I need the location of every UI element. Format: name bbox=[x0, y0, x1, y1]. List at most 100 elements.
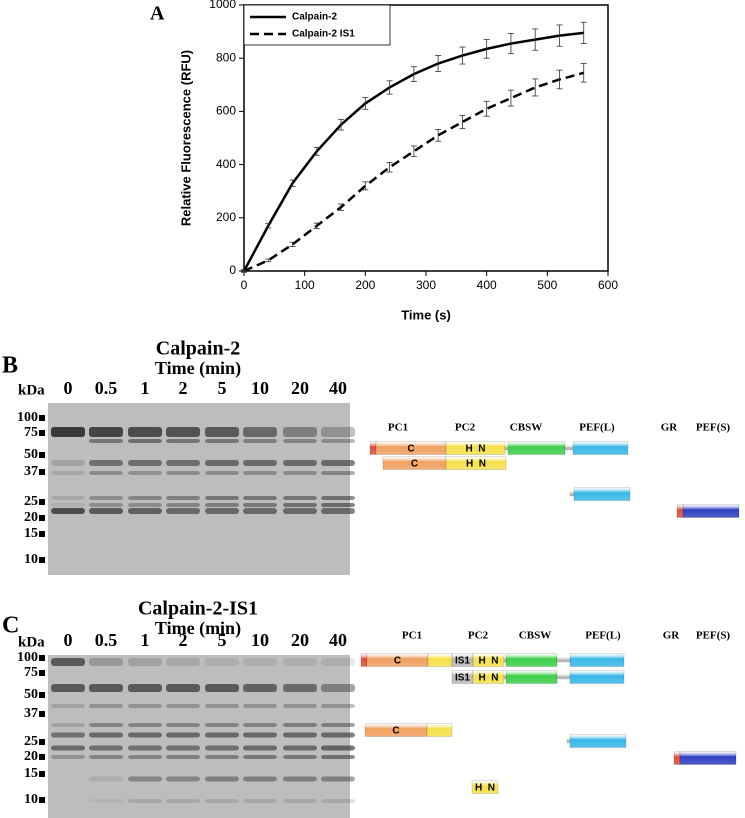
gel-band bbox=[243, 704, 277, 708]
domain-segment bbox=[505, 670, 558, 684]
gel-band bbox=[205, 503, 239, 507]
gel-band bbox=[243, 503, 277, 507]
gel-band bbox=[128, 439, 162, 443]
gel-band bbox=[205, 439, 239, 443]
gel-band bbox=[89, 427, 123, 437]
gel-band bbox=[283, 427, 317, 437]
gel-band bbox=[283, 496, 317, 500]
domain-text: IS1 bbox=[455, 673, 470, 684]
marker-label: 10 bbox=[24, 552, 38, 567]
gel-band bbox=[166, 508, 200, 514]
gel-band bbox=[205, 745, 239, 751]
gel-band bbox=[283, 745, 317, 751]
gel-band bbox=[283, 508, 317, 514]
domain-segment bbox=[569, 653, 625, 667]
error-bar bbox=[386, 162, 393, 173]
marker-tick bbox=[39, 692, 45, 698]
lane-label: 20 bbox=[291, 378, 309, 398]
gel-subtitle: Time (min) bbox=[155, 358, 241, 379]
gel-band bbox=[283, 471, 317, 475]
error-bar bbox=[338, 118, 345, 131]
lane-label: 1 bbox=[141, 630, 150, 650]
marker-tick bbox=[39, 771, 45, 777]
gel-band bbox=[243, 496, 277, 500]
error-bar bbox=[556, 69, 563, 90]
gel-band bbox=[51, 471, 85, 475]
gel-band bbox=[321, 776, 355, 782]
marker-tick bbox=[39, 430, 45, 436]
domain-segment bbox=[445, 456, 507, 470]
error-bar bbox=[362, 97, 369, 110]
gel-band bbox=[128, 427, 162, 437]
gel-band bbox=[205, 776, 239, 782]
domain-segment bbox=[503, 674, 507, 680]
gel-band bbox=[283, 732, 317, 738]
domain-text: H N bbox=[479, 673, 499, 684]
marker-label: 25 bbox=[24, 734, 38, 749]
gel-band bbox=[243, 755, 277, 759]
error-bar bbox=[241, 270, 247, 272]
marker-tick bbox=[39, 754, 45, 760]
x-tick-label: 300 bbox=[416, 278, 436, 292]
domain-label: PEF(S) bbox=[696, 422, 731, 434]
panel-label: A bbox=[150, 3, 165, 25]
lane-label: 10 bbox=[251, 378, 269, 398]
domain-segment bbox=[505, 653, 558, 667]
gel-band bbox=[166, 776, 200, 782]
domain-segment bbox=[676, 504, 684, 518]
domain-segment bbox=[471, 780, 499, 794]
gel-band bbox=[89, 460, 123, 466]
gel-band bbox=[89, 503, 123, 507]
error-bar bbox=[532, 28, 539, 51]
marker-label: 15 bbox=[24, 766, 38, 781]
domain-segment bbox=[564, 445, 574, 451]
gel-band bbox=[51, 745, 85, 751]
gel-band bbox=[166, 427, 200, 437]
gel-band bbox=[166, 684, 200, 692]
gel-band bbox=[128, 745, 162, 751]
gel-band bbox=[128, 776, 162, 782]
x-tick-label: 200 bbox=[355, 278, 375, 292]
gel-band bbox=[205, 723, 239, 727]
gel-band bbox=[128, 723, 162, 727]
domain-segment bbox=[679, 751, 737, 765]
lane-label: 2 bbox=[179, 630, 188, 650]
domain-segment bbox=[573, 487, 631, 501]
gel-band bbox=[283, 439, 317, 443]
marker-tick bbox=[39, 515, 45, 521]
gel-band bbox=[205, 704, 239, 708]
marker-tick bbox=[39, 711, 45, 717]
gel-band bbox=[321, 755, 355, 759]
domain-label: CBSW bbox=[519, 630, 551, 642]
lane-label: 0 bbox=[64, 630, 73, 650]
marker-tick bbox=[39, 531, 45, 537]
gel-band bbox=[283, 704, 317, 708]
gel-band bbox=[283, 776, 317, 782]
domain-segment bbox=[566, 738, 571, 744]
gel-band bbox=[128, 799, 162, 803]
gel-band bbox=[51, 460, 85, 466]
gel-band bbox=[166, 503, 200, 507]
marker-label: 20 bbox=[24, 510, 38, 525]
gel-band bbox=[205, 658, 239, 666]
x-axis-label: Time (s) bbox=[401, 307, 451, 322]
gel-band bbox=[283, 503, 317, 507]
gel-band bbox=[205, 508, 239, 514]
y-tick-label: 600 bbox=[216, 104, 236, 118]
marker-tick bbox=[39, 557, 45, 563]
gel-band bbox=[166, 460, 200, 466]
gel-band bbox=[51, 684, 85, 692]
error-bar bbox=[289, 241, 296, 247]
x-tick-label: 600 bbox=[598, 278, 618, 292]
gel-band bbox=[205, 496, 239, 500]
gel-band bbox=[243, 745, 277, 751]
gel-band bbox=[205, 427, 239, 437]
marker-label: 37 bbox=[24, 464, 38, 479]
domain-segment bbox=[569, 734, 627, 748]
gel-band bbox=[243, 776, 277, 782]
marker-label: 10 bbox=[24, 792, 38, 807]
marker-label: 37 bbox=[24, 706, 38, 721]
panel-label: B bbox=[2, 353, 18, 379]
lane-label: 0.5 bbox=[95, 630, 118, 650]
gel-band bbox=[128, 460, 162, 466]
